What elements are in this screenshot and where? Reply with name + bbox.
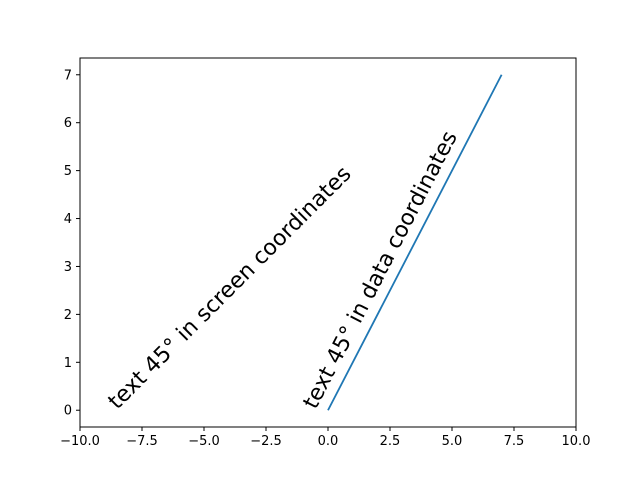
- x-tick-label: 7.5: [504, 434, 525, 449]
- y-tick-label: 3: [64, 260, 72, 275]
- x-tick-label: 2.5: [380, 434, 401, 449]
- series-layer: [327, 74, 503, 411]
- y-tick-label: 2: [64, 308, 72, 323]
- x-tick-label: −2.5: [250, 434, 282, 449]
- x-tick-label: 5.0: [442, 434, 463, 449]
- x-tick-label: −7.5: [126, 434, 158, 449]
- y-tick-label: 1: [64, 356, 72, 371]
- plot-area-frame: [79, 57, 577, 428]
- series-line: [327, 74, 503, 411]
- y-tick-label: 6: [64, 116, 72, 131]
- x-tick-label: 0.0: [318, 434, 339, 449]
- y-tick-label: 5: [64, 164, 72, 179]
- y-axis: 0 1 2 3 4 5 6 7: [64, 68, 80, 419]
- x-tick-label: 10.0: [562, 434, 591, 449]
- y-tick-label: 0: [64, 404, 72, 419]
- x-axis: −10.0 −7.5 −5.0 −2.5 0.0 2.5 5.0 7.5 10.0: [60, 427, 590, 449]
- y-tick-label: 7: [64, 68, 72, 83]
- x-tick-label: −10.0: [60, 434, 100, 449]
- x-tick-label: −5.0: [188, 434, 220, 449]
- y-tick-label: 4: [64, 212, 72, 227]
